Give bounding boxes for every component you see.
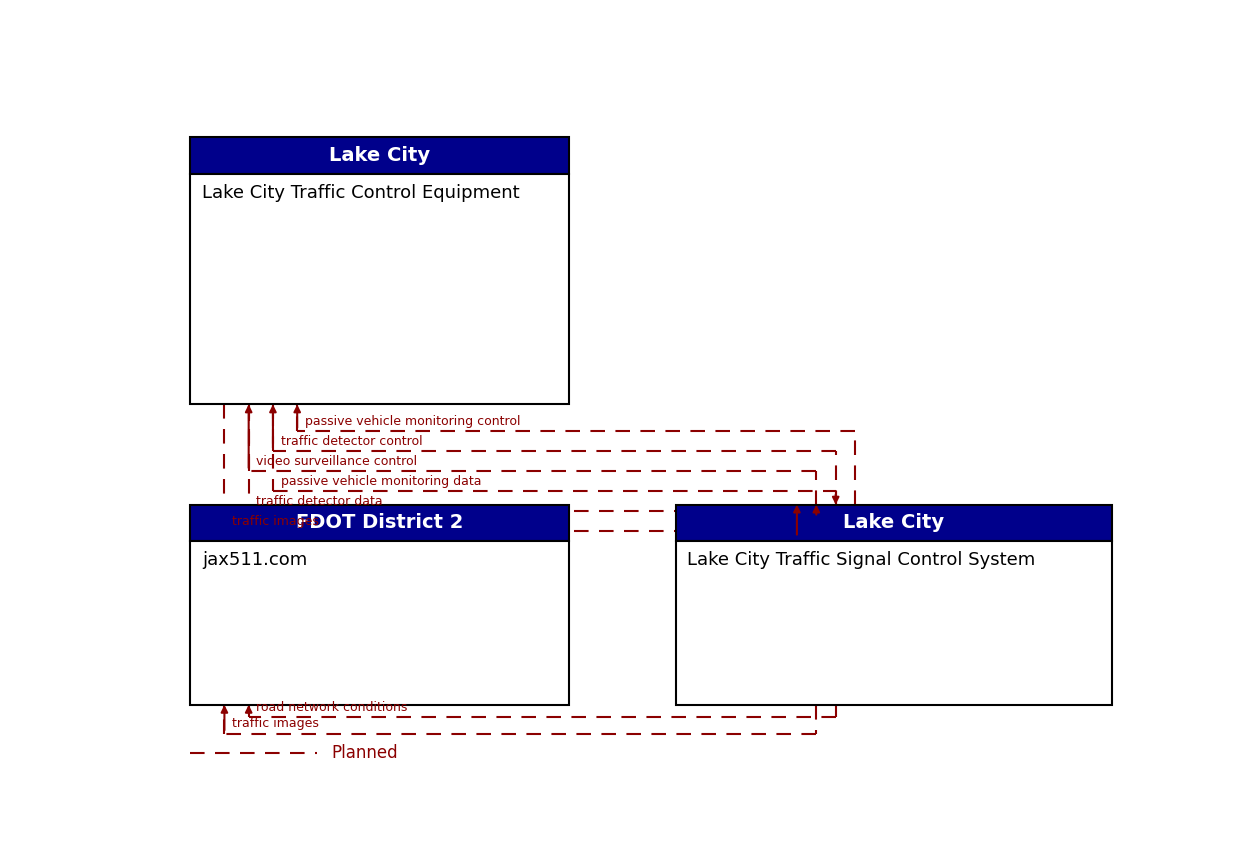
Text: passive vehicle monitoring control: passive vehicle monitoring control	[305, 414, 521, 427]
Bar	[676, 505, 1112, 541]
Text: traffic images: traffic images	[232, 717, 319, 730]
Text: Lake City Traffic Signal Control System: Lake City Traffic Signal Control System	[687, 551, 1035, 570]
Text: Lake City Traffic Control Equipment: Lake City Traffic Control Equipment	[202, 184, 520, 202]
Text: Lake City: Lake City	[844, 513, 944, 532]
Text: traffic detector data: traffic detector data	[257, 495, 383, 508]
Text: FDOT District 2: FDOT District 2	[295, 513, 463, 532]
Text: passive vehicle monitoring data: passive vehicle monitoring data	[280, 475, 481, 488]
Bar	[190, 174, 568, 404]
Text: traffic detector control: traffic detector control	[280, 435, 422, 448]
Text: road network conditions: road network conditions	[257, 701, 408, 714]
Bar	[676, 541, 1112, 705]
Text: Planned: Planned	[331, 744, 398, 762]
Text: Lake City: Lake City	[329, 147, 431, 166]
Bar	[190, 137, 568, 174]
Text: traffic images: traffic images	[232, 515, 319, 528]
Text: video surveillance control: video surveillance control	[257, 455, 418, 468]
Bar	[190, 505, 568, 541]
Text: jax511.com: jax511.com	[202, 551, 307, 570]
Bar	[190, 541, 568, 705]
